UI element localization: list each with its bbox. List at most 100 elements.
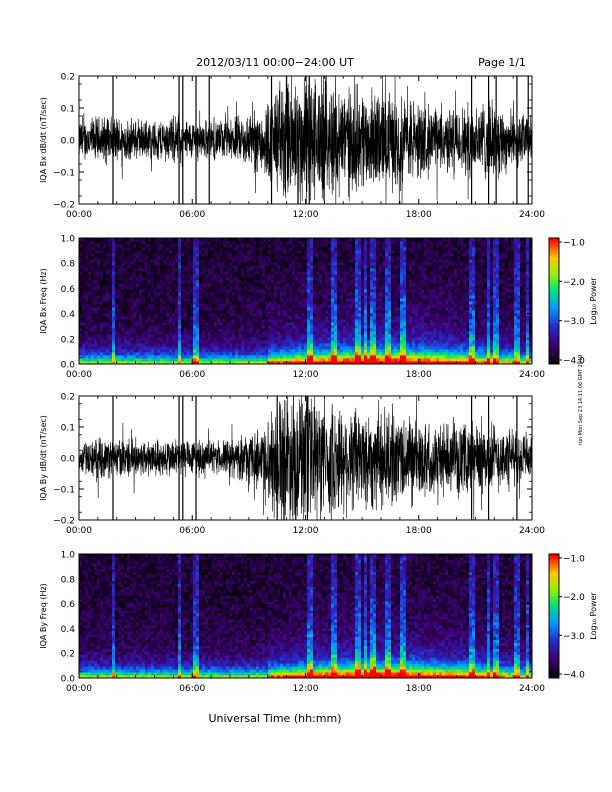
spectrogram-cell bbox=[403, 361, 407, 365]
spectrogram-cell bbox=[382, 286, 386, 290]
spectrogram-cell bbox=[319, 310, 323, 314]
spectrogram-cell bbox=[355, 301, 359, 305]
spectrogram-cell bbox=[355, 238, 359, 242]
spectrogram-cell bbox=[217, 274, 221, 278]
spectrogram-cell bbox=[280, 328, 284, 332]
spectrogram-cell bbox=[85, 241, 89, 245]
spectrogram-cell bbox=[235, 325, 239, 329]
spectrogram-cell bbox=[178, 268, 182, 272]
spectrogram-cell bbox=[322, 310, 326, 314]
spectrogram-cell bbox=[325, 253, 329, 257]
spectrogram-cell bbox=[127, 346, 131, 350]
spectrogram-cell bbox=[340, 346, 344, 350]
spectrogram-cell bbox=[106, 328, 110, 332]
spectrogram-cell bbox=[328, 283, 332, 287]
spectrogram-cell bbox=[109, 268, 113, 272]
spectrogram-cell bbox=[103, 304, 107, 308]
spectrogram-cell bbox=[370, 298, 374, 302]
spectrogram-cell bbox=[301, 292, 305, 296]
spectrogram-cell bbox=[334, 298, 338, 302]
spectrogram-cell bbox=[178, 346, 182, 350]
spectrogram-cell bbox=[247, 268, 251, 272]
spectrogram-cell bbox=[184, 289, 188, 293]
spectrogram-cell bbox=[274, 283, 278, 287]
spectrogram-cell bbox=[220, 283, 224, 287]
spectrogram-cell bbox=[88, 322, 92, 326]
spectrogram-cell bbox=[271, 361, 275, 365]
spectrogram-cell bbox=[175, 280, 179, 284]
spectrogram-cell bbox=[415, 298, 419, 302]
spectrogram-cell bbox=[139, 292, 143, 296]
spectrogram-cell bbox=[127, 325, 131, 329]
spectrogram-cell bbox=[304, 253, 308, 257]
spectrogram-cell bbox=[250, 259, 254, 263]
spectrogram-cell bbox=[175, 283, 179, 287]
spectrogram-cell bbox=[220, 304, 224, 308]
spectrogram-cell bbox=[313, 343, 317, 347]
spectrogram-cell bbox=[394, 331, 398, 335]
spectrogram-cell bbox=[340, 307, 344, 311]
spectrogram-cell bbox=[184, 262, 188, 266]
spectrogram-cell bbox=[220, 265, 224, 269]
spectrogram-cell bbox=[325, 286, 329, 290]
spectrogram-cell bbox=[85, 325, 89, 329]
spectrogram-cell bbox=[295, 328, 299, 332]
spectrogram-cell bbox=[409, 358, 413, 362]
spectrogram-cell bbox=[415, 286, 419, 290]
spectrogram-cell bbox=[313, 262, 317, 266]
spectrogram-cell bbox=[316, 355, 320, 359]
spectrogram-cell bbox=[301, 346, 305, 350]
spectrogram-cell bbox=[316, 247, 320, 251]
spectrogram-cell bbox=[325, 247, 329, 251]
spectrogram-cell bbox=[340, 292, 344, 296]
spectrogram-cell bbox=[376, 331, 380, 335]
spectrogram-cell bbox=[142, 259, 146, 263]
spectrogram-cell bbox=[79, 304, 83, 308]
spectrogram-cell bbox=[286, 262, 290, 266]
spectrogram-cell bbox=[397, 268, 401, 272]
spectrogram-cell bbox=[421, 283, 425, 287]
spectrogram-cell bbox=[175, 304, 179, 308]
spectrogram-cell bbox=[352, 289, 356, 293]
spectrogram-cell bbox=[394, 289, 398, 293]
spectrogram-cell bbox=[232, 331, 236, 335]
spectrogram-cell bbox=[295, 259, 299, 263]
spectrogram-cell bbox=[400, 274, 404, 278]
spectrogram-cell bbox=[94, 241, 98, 245]
spectrogram-cell bbox=[301, 241, 305, 245]
spectrogram-cell bbox=[379, 244, 383, 248]
spectrogram-cell bbox=[241, 340, 245, 344]
spectrogram-cell bbox=[403, 319, 407, 323]
spectrogram-cell bbox=[82, 250, 86, 254]
spectrogram-cell bbox=[265, 298, 269, 302]
spectrogram-cell bbox=[181, 256, 185, 260]
spectrogram-cell bbox=[226, 244, 230, 248]
spectrogram-cell bbox=[364, 358, 368, 362]
spectrogram-cell bbox=[94, 292, 98, 296]
spectrogram-cell bbox=[100, 298, 104, 302]
spectrogram-cell bbox=[409, 310, 413, 314]
spectrogram-cell bbox=[136, 238, 140, 242]
spectrogram-cell bbox=[193, 244, 197, 248]
spectrogram-cell bbox=[412, 250, 416, 254]
spectrogram-cell bbox=[292, 271, 296, 275]
spectrogram-cell bbox=[217, 304, 221, 308]
spectrogram-cell bbox=[184, 319, 188, 323]
spectrogram-cell bbox=[346, 334, 350, 338]
spectrogram-cell bbox=[340, 328, 344, 332]
spectrogram-cell bbox=[298, 277, 302, 281]
spectrogram-cell bbox=[250, 358, 254, 362]
spectrogram-cell bbox=[103, 298, 107, 302]
spectrogram-cell bbox=[94, 304, 98, 308]
spectrogram-cell bbox=[130, 250, 134, 254]
spectrogram-cell bbox=[334, 259, 338, 263]
spectrogram-cell bbox=[307, 283, 311, 287]
spectrogram-cell bbox=[157, 274, 161, 278]
spectrogram-cell bbox=[106, 286, 110, 290]
spectrogram-cell bbox=[148, 301, 152, 305]
spectrogram-cell bbox=[337, 280, 341, 284]
spectrogram-cell bbox=[196, 289, 200, 293]
spectrogram-cell bbox=[259, 265, 263, 269]
spectrogram-cell bbox=[241, 277, 245, 281]
spectrogram-cell bbox=[289, 304, 293, 308]
